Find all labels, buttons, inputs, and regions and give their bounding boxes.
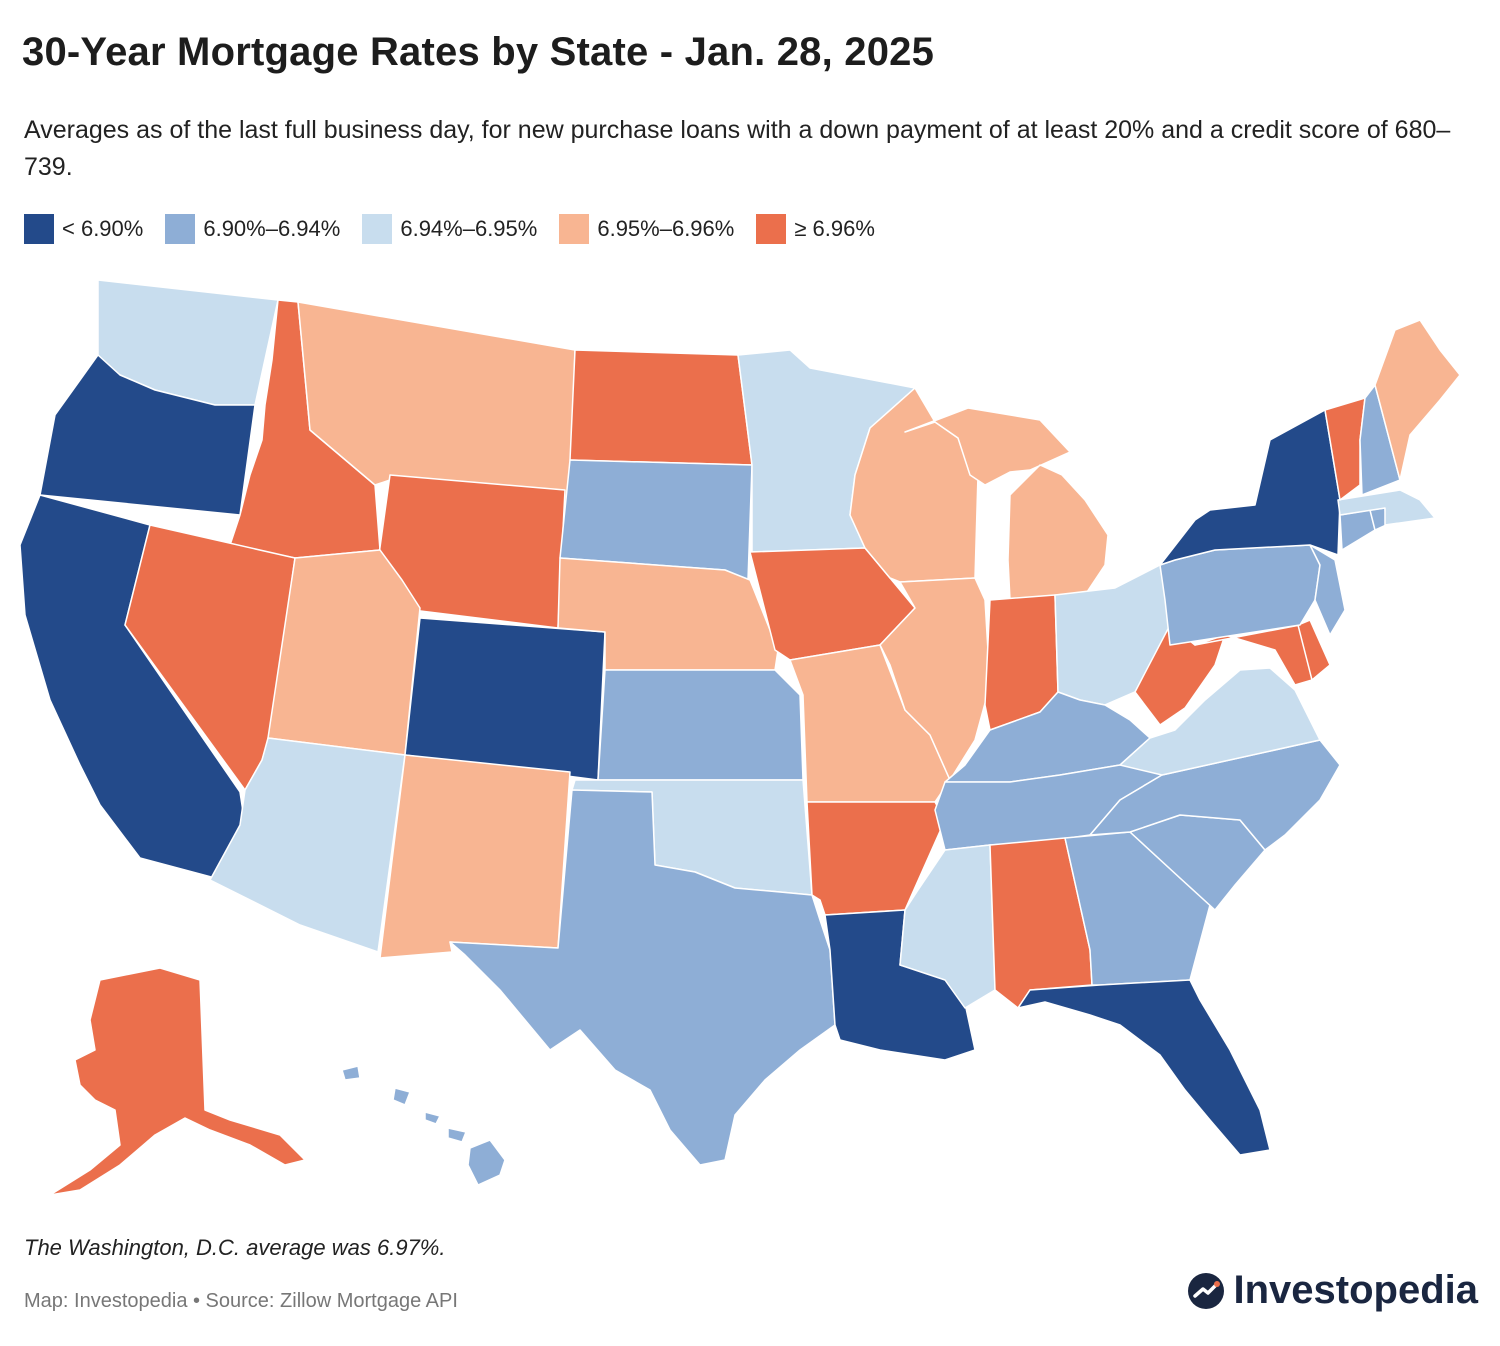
state-CT[interactable] (1339, 509, 1376, 551)
source-credit: Map: Investopedia • Source: Zillow Mortg… (24, 1290, 458, 1312)
state-NJ[interactable] (1309, 544, 1346, 636)
legend-label: 6.94%–6.95% (400, 216, 538, 241)
legend-swatch (24, 214, 54, 244)
legend-item: 6.90%–6.94% (165, 214, 340, 244)
chart-title: 30-Year Mortgage Rates by State - Jan. 2… (22, 30, 935, 74)
brand-logo: Investopedia (1187, 1268, 1478, 1313)
legend: < 6.90% 6.90%–6.94% 6.94%–6.95% 6.95%–6.… (24, 214, 897, 244)
us-choropleth-map (19, 279, 1461, 1196)
legend-swatch (756, 214, 787, 244)
state-NC[interactable] (1089, 739, 1341, 851)
state-MI[interactable] (904, 407, 1109, 601)
footnote: The Washington, D.C. average was 6.97%. (24, 1235, 446, 1260)
brand-name: Investopedia (1233, 1268, 1478, 1312)
state-FL[interactable] (1017, 979, 1271, 1156)
legend-item: < 6.90% (24, 214, 143, 244)
state-MA[interactable] (1337, 489, 1436, 526)
state-AZ[interactable] (209, 737, 406, 953)
state-DE[interactable] (1297, 619, 1331, 681)
state-OR[interactable] (39, 354, 256, 516)
state-HI[interactable] (341, 1065, 506, 1186)
chart-subtitle: Averages as of the last full business da… (24, 116, 1451, 181)
legend-label: < 6.90% (62, 216, 144, 241)
state-AK[interactable] (49, 967, 306, 1196)
state-VT[interactable] (1324, 397, 1366, 501)
legend-swatch (165, 214, 196, 244)
state-NM[interactable] (379, 754, 571, 959)
state-TX[interactable] (449, 789, 836, 1166)
legend-swatch (362, 214, 393, 244)
legend-label: ≥ 6.96% (794, 216, 875, 241)
state-KS[interactable] (597, 669, 804, 781)
state-ND[interactable] (569, 349, 753, 466)
legend-item: ≥ 6.96% (756, 214, 875, 244)
investopedia-logo-icon (1188, 1272, 1225, 1309)
legend-swatch (559, 214, 590, 244)
state-CO[interactable] (404, 617, 606, 781)
legend-item: 6.94%–6.95% (362, 214, 537, 244)
legend-label: 6.95%–6.96% (597, 216, 735, 241)
legend-item: 6.95%–6.96% (559, 214, 734, 244)
state-NH[interactable] (1359, 384, 1401, 496)
state-NY[interactable] (1159, 409, 1341, 566)
state-ME[interactable] (1374, 319, 1461, 481)
state-IL[interactable] (879, 577, 991, 781)
state-VA[interactable] (1119, 667, 1321, 776)
legend-label: 6.90%–6.94% (203, 216, 341, 241)
